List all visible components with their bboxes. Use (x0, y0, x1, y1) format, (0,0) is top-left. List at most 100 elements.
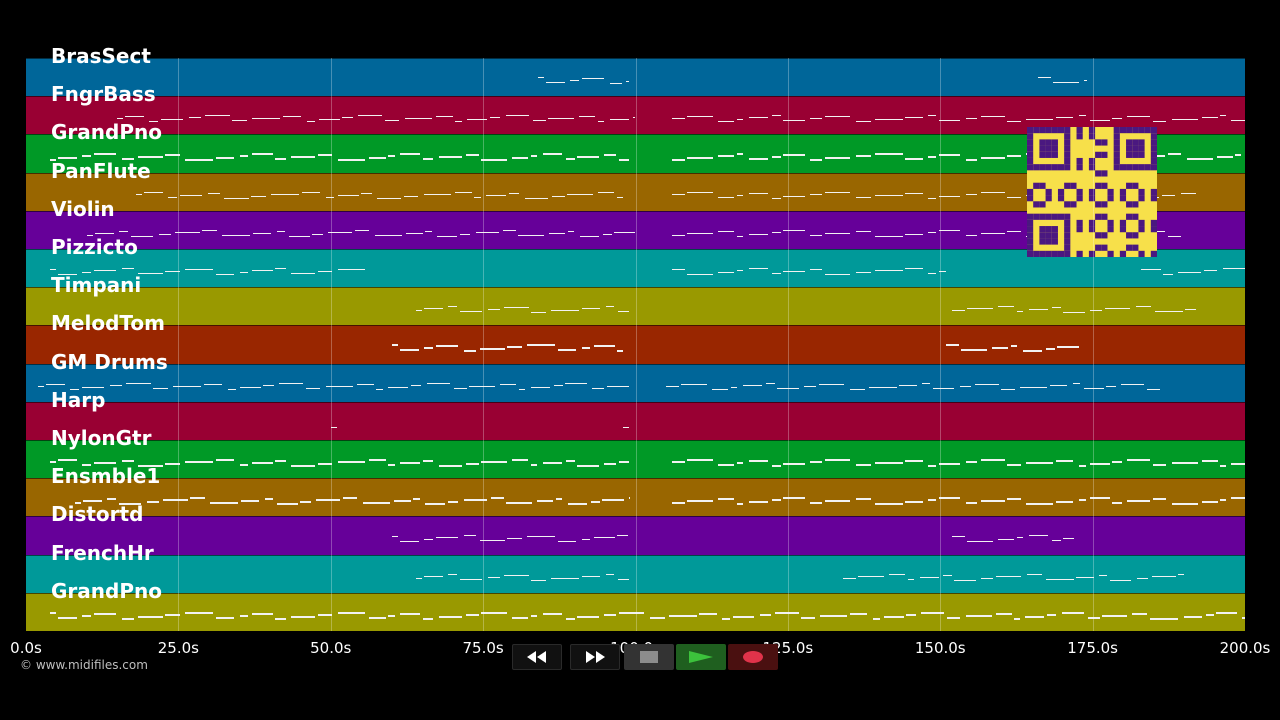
note-bar (138, 615, 164, 618)
rewind-button[interactable] (512, 644, 562, 670)
note-bar (517, 234, 544, 236)
note-bar (318, 154, 333, 157)
note-bar (783, 120, 806, 122)
note-bar (928, 273, 937, 274)
note-bar (1186, 158, 1213, 161)
note-bar (967, 308, 994, 310)
note-bar (311, 233, 323, 235)
note-bar (1177, 573, 1185, 575)
note-bar (504, 574, 530, 576)
note-bar (776, 387, 799, 389)
note-bar (143, 191, 163, 193)
play-button[interactable] (676, 644, 726, 670)
note-bar (966, 234, 978, 236)
time-tick-label: 75.0s (462, 639, 504, 657)
note-bar (742, 384, 762, 386)
note-bar (463, 535, 476, 537)
note-bar (952, 310, 966, 312)
note-bar (1220, 115, 1227, 117)
note-bar (1223, 268, 1245, 269)
note-bar (337, 194, 359, 196)
track-lane (26, 287, 1245, 326)
note-bar (1120, 383, 1144, 385)
note-bar (628, 497, 630, 500)
qr-module (1113, 164, 1120, 171)
note-bar (1083, 80, 1087, 81)
note-bar (221, 234, 250, 236)
note-bar (1026, 462, 1054, 464)
note-bar (250, 195, 266, 197)
note-bar (436, 116, 454, 118)
qr-module (1045, 213, 1052, 220)
track-lane (26, 325, 1245, 364)
qr-module (1113, 157, 1120, 165)
note-bar (94, 153, 117, 156)
note-bar (423, 193, 451, 195)
note-bar (536, 500, 553, 503)
qr-module (1076, 195, 1083, 202)
note-bar (58, 274, 78, 275)
note-bar (850, 612, 868, 615)
note-bar (1109, 579, 1131, 581)
note-bar (1007, 155, 1022, 158)
note-bar (326, 385, 354, 387)
note-bar (842, 577, 856, 579)
note-bar (551, 195, 565, 197)
note-bar (1231, 120, 1245, 122)
note-bar (566, 617, 576, 620)
note-bar (687, 274, 714, 275)
qr-module (1088, 195, 1096, 202)
note-bar (980, 577, 993, 579)
qr-module (1144, 164, 1151, 171)
note-bar (1072, 382, 1080, 384)
note-bar (512, 616, 529, 619)
note-bar (240, 614, 249, 617)
note-bar (905, 501, 924, 504)
note-bar (126, 382, 152, 384)
qr-module (1057, 250, 1065, 257)
note-bar (1206, 613, 1215, 616)
qr-module (1150, 139, 1157, 146)
note-bar (467, 119, 488, 121)
note-bar (669, 614, 698, 617)
note-bar (338, 269, 366, 270)
note-bar (981, 116, 1006, 118)
note-bar (508, 192, 519, 194)
qr-module (1070, 182, 1077, 189)
note-bar (718, 121, 735, 123)
qr-module (1039, 151, 1046, 158)
note-bar (616, 350, 624, 353)
note-bar (165, 613, 181, 616)
note-bar (473, 196, 481, 198)
track-label: Timpani (51, 273, 142, 298)
qr-module (1150, 151, 1157, 158)
note-bar (905, 158, 924, 161)
note-bar (411, 384, 422, 386)
note-bar (275, 460, 287, 462)
note-bar (606, 573, 615, 575)
note-bar (613, 231, 636, 233)
note-bar (618, 578, 630, 580)
note-bar (601, 499, 624, 502)
note-bar (939, 497, 961, 500)
track-label: Distortd (51, 502, 144, 527)
note-bar (772, 499, 782, 502)
note-bar (856, 196, 872, 198)
note-bar (577, 615, 600, 618)
qr-module (1064, 244, 1071, 251)
note-bar (506, 115, 530, 117)
note-bar (1127, 116, 1151, 118)
note-bar (1202, 460, 1219, 462)
note-bar (875, 235, 904, 237)
note-bar (672, 269, 686, 270)
note-bar (602, 233, 612, 235)
record-button[interactable] (728, 644, 778, 670)
qr-module (1027, 232, 1034, 239)
note-bar (598, 121, 605, 123)
stop-button[interactable] (624, 644, 674, 670)
fast-forward-button[interactable] (570, 644, 620, 670)
note-bar (488, 309, 501, 311)
qr-module (1107, 219, 1114, 227)
note-bar (1023, 350, 1043, 353)
note-bar (545, 82, 565, 83)
